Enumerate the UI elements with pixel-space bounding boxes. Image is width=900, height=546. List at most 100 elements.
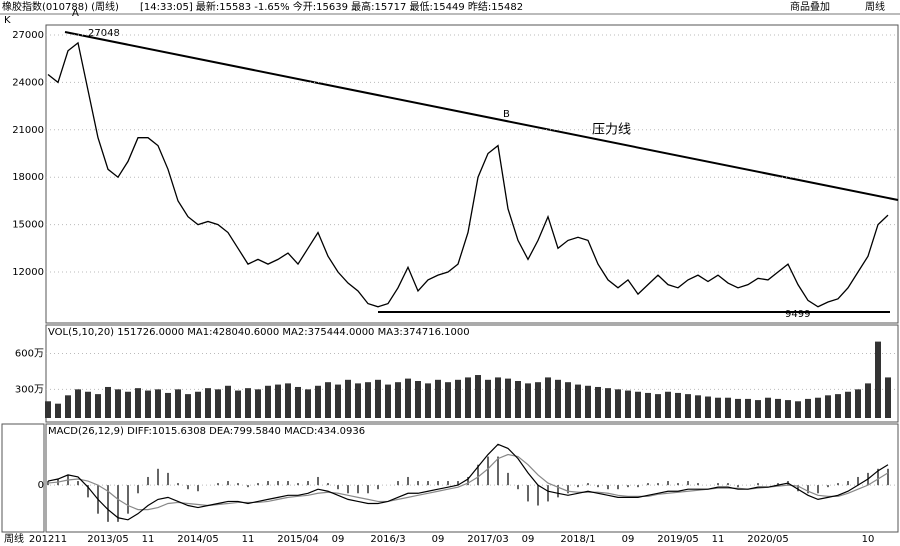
volume-bar xyxy=(395,382,401,418)
volume-bar xyxy=(865,383,871,418)
volume-bar xyxy=(155,389,161,418)
volume-bar xyxy=(625,390,631,418)
volume-bar xyxy=(195,391,201,418)
volume-bar xyxy=(645,392,651,418)
x-tick-label: 09 xyxy=(522,534,535,545)
volume-bar xyxy=(655,394,661,418)
volume-bar xyxy=(815,397,821,418)
volume-bar xyxy=(795,401,801,418)
volume-bar xyxy=(485,379,491,418)
volume-bar xyxy=(585,385,591,418)
y-tick-label: 300万 xyxy=(15,384,44,395)
annotation: 27048 xyxy=(88,28,120,39)
volume-bar xyxy=(345,379,351,418)
volume-panel xyxy=(45,324,899,423)
volume-bar xyxy=(355,383,361,418)
volume-bar xyxy=(595,386,601,418)
volume-bar xyxy=(725,397,731,418)
x-tick-label: 2015/04 xyxy=(277,534,319,545)
volume-bar xyxy=(385,384,391,418)
volume-bar xyxy=(835,394,841,418)
y-tick-label: 24000 xyxy=(12,77,44,88)
x-tick-label: 10 xyxy=(862,534,875,545)
volume-bar xyxy=(205,388,211,418)
annotation: B xyxy=(503,109,510,120)
annotation: A xyxy=(72,8,79,19)
volume-bar xyxy=(775,398,781,418)
macd-panel xyxy=(45,423,899,533)
volume-bar xyxy=(825,395,831,418)
volume-bar xyxy=(375,379,381,418)
volume-bar xyxy=(765,397,771,418)
y-tick-label: 21000 xyxy=(12,125,44,136)
volume-bar xyxy=(405,378,411,418)
volume-bar xyxy=(855,389,861,418)
volume-bar xyxy=(425,383,431,418)
volume-bar xyxy=(325,382,331,418)
volume-bar xyxy=(805,398,811,418)
volume-bar xyxy=(305,389,311,418)
volume-bar xyxy=(415,380,421,418)
volume-bar xyxy=(515,380,521,418)
volume-bar xyxy=(755,400,761,418)
volume-bar xyxy=(545,377,551,418)
volume-bar xyxy=(445,382,451,418)
volume-bar xyxy=(145,390,151,418)
volume-bar xyxy=(455,379,461,418)
volume-bar xyxy=(555,379,561,418)
volume-bar xyxy=(495,377,501,418)
volume-bar xyxy=(65,395,71,418)
volume-bar xyxy=(235,390,241,418)
volume-bar xyxy=(105,386,111,418)
volume-bar xyxy=(265,385,271,418)
quote: [14:33:05] 最新:15583 -1.65% 今开:15639 最高:1… xyxy=(140,0,523,13)
volume-bar xyxy=(475,375,481,418)
diff-line xyxy=(47,443,889,521)
volume-bar xyxy=(295,386,301,418)
volume-bar xyxy=(225,385,231,418)
volume-bar xyxy=(635,391,641,418)
volume-bar xyxy=(335,384,341,418)
volume-bar xyxy=(605,388,611,418)
x-tick-label: 11 xyxy=(142,534,155,545)
volume-bar xyxy=(365,382,371,418)
y-tick-label: 27000 xyxy=(12,30,44,41)
y-tick-label: 18000 xyxy=(12,172,44,183)
price-line xyxy=(47,41,889,308)
volume-bar xyxy=(575,384,581,418)
k-label: K xyxy=(4,15,11,26)
volume-bar xyxy=(565,382,571,418)
price-panel xyxy=(45,24,899,324)
x-tick-label: 2013/05 xyxy=(87,534,129,545)
volume-bar xyxy=(715,397,721,418)
period-button[interactable]: 周线 xyxy=(865,0,885,13)
x-tick-label: 11 xyxy=(242,534,255,545)
volume-bar xyxy=(185,394,191,418)
annotation: 9499 xyxy=(785,309,810,320)
volume-bar xyxy=(685,394,691,418)
x-tick-label: 2014/05 xyxy=(177,534,219,545)
volume-bar xyxy=(435,379,441,418)
x-tick-label: 09 xyxy=(622,534,635,545)
volume-bar xyxy=(245,388,251,418)
macd-title: MACD(26,12,9) DIFF:1015.6308 DEA:799.584… xyxy=(48,426,365,437)
volume-bar xyxy=(675,392,681,418)
volume-title: VOL(5,10,20) 151726.0000 MA1:428040.6000… xyxy=(48,327,470,338)
volume-bar xyxy=(215,389,221,418)
volume-bar xyxy=(705,396,711,418)
volume-bar xyxy=(465,377,471,418)
x-tick-label: 2019/05 xyxy=(657,534,699,545)
volume-bar xyxy=(525,383,531,418)
volume-bar xyxy=(55,403,61,418)
volume-bar xyxy=(75,389,81,418)
side-box xyxy=(1,423,45,533)
volume-bar xyxy=(95,394,101,418)
volume-bar xyxy=(255,389,261,418)
x-tick-label: 09 xyxy=(432,534,445,545)
volume-bar xyxy=(125,391,131,418)
overlay-button[interactable]: 商品叠加 xyxy=(790,0,830,13)
x-tick-label: 2018/1 xyxy=(560,534,595,545)
y-tick-label: 12000 xyxy=(12,267,44,278)
